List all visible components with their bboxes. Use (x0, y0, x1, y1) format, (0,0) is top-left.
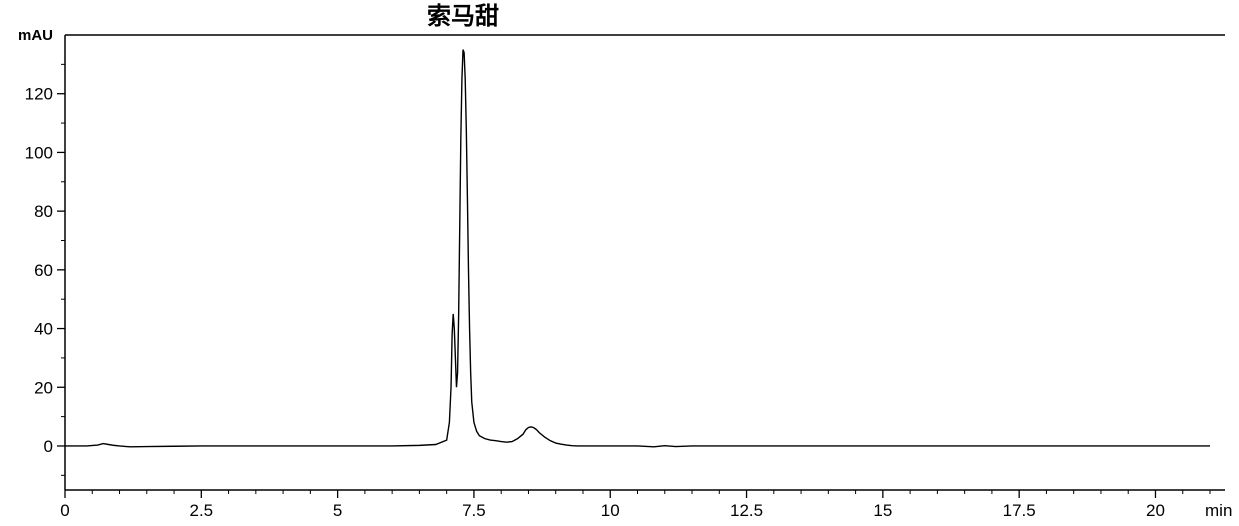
x-tick-label: 15 (873, 501, 892, 520)
x-tick-label: 2.5 (189, 501, 213, 520)
peak-label: 索马甜 (427, 3, 499, 30)
chromatogram-chart: 0 20 40 60 80 100 120 0 2.5 5 7.5 10 12.5 15 17.5 20 mAU… (0, 0, 1239, 526)
x-tick-label: 10 (601, 501, 620, 520)
y-tick-label: 120 (25, 85, 53, 104)
y-tick-label: 80 (34, 202, 53, 221)
x-tick-label: 17.5 (1003, 501, 1036, 520)
x-tick-label: 0 (60, 501, 69, 520)
x-tick-label: 20 (1146, 501, 1165, 520)
chromatogram-trace (65, 50, 1210, 447)
x-tick-label: 5 (333, 501, 342, 520)
chart-svg: 0 20 40 60 80 100 120 0 2.5 5 7.5 10 12.5 15 17.5 20 mAU… (0, 0, 1239, 526)
y-tick-label: 60 (34, 261, 53, 280)
y-tick-label: 20 (34, 378, 53, 397)
y-tick-label: 0 (44, 437, 53, 456)
x-tick-label: 12.5 (730, 501, 763, 520)
y-tick-label: 40 (34, 320, 53, 339)
x-axis-unit: min (1205, 501, 1232, 520)
x-tick-label: 7.5 (462, 501, 486, 520)
y-axis-unit: mAU (18, 27, 53, 44)
y-tick-label: 100 (25, 143, 53, 162)
